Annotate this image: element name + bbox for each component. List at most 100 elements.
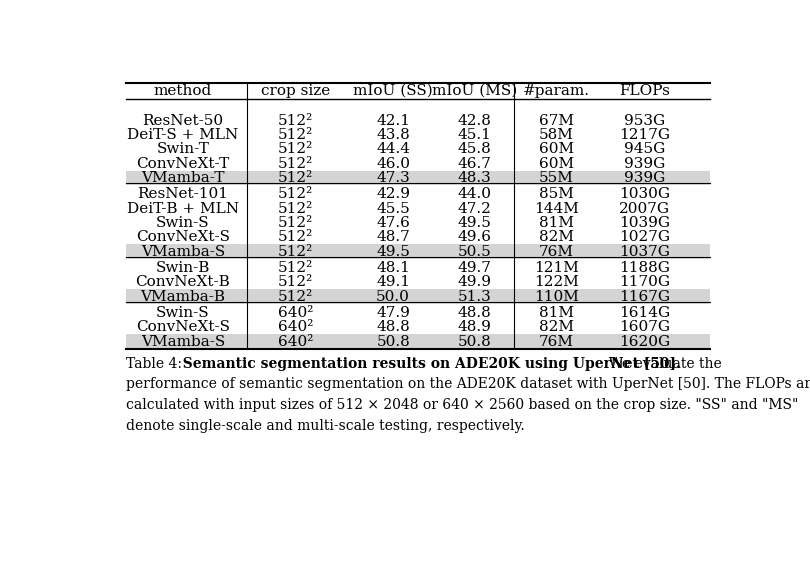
Text: 512²: 512² [278,128,313,142]
Bar [126,171,710,185]
Text: 512²: 512² [278,188,313,201]
Text: 85M: 85M [539,188,573,201]
Text: VMamba-S: VMamba-S [141,244,225,259]
Text: 43.8: 43.8 [377,128,410,142]
Text: 110M: 110M [534,289,579,303]
Text: 45.5: 45.5 [377,202,410,216]
Text: 47.6: 47.6 [376,216,410,230]
Text: 48.3: 48.3 [458,171,492,185]
Text: ConvNeXt-T: ConvNeXt-T [136,157,229,171]
Text: 512²: 512² [278,202,313,216]
Text: #param.: #param. [523,84,590,98]
Text: 49.5: 49.5 [376,244,410,259]
Text: 50.8: 50.8 [458,334,492,348]
Text: Semantic segmentation results on ADE20K using UperNet [50].: Semantic segmentation results on ADE20K … [173,356,681,370]
Text: 45.1: 45.1 [458,128,492,142]
Text: 82M: 82M [539,230,573,244]
Text: 49.5: 49.5 [458,216,492,230]
Text: 1027G: 1027G [619,230,670,244]
Text: 945G: 945G [624,142,665,156]
Bar [126,289,710,303]
Text: 45.8: 45.8 [458,142,492,156]
Text: 640²: 640² [278,320,313,334]
Text: Swin-T: Swin-T [156,142,209,156]
Text: ConvNeXt-S: ConvNeXt-S [136,320,230,334]
Text: ResNet-50: ResNet-50 [143,114,224,128]
Text: 81M: 81M [539,306,573,320]
Text: 48.9: 48.9 [458,320,492,334]
Text: 49.6: 49.6 [458,230,492,244]
Text: performance of semantic segmentation on the ADE20K dataset with UperNet [50]. Th: performance of semantic segmentation on … [126,377,810,391]
Text: calculated with input sizes of 512 × 2048 or 640 × 2560 based on the crop size. : calculated with input sizes of 512 × 204… [126,398,799,412]
Bar [126,244,710,259]
Text: 1030G: 1030G [619,188,670,201]
Text: 51.3: 51.3 [458,289,492,303]
Text: 50.5: 50.5 [458,244,492,259]
Text: 46.7: 46.7 [458,157,492,171]
Text: Swin-S: Swin-S [156,306,210,320]
Text: 46.0: 46.0 [376,157,410,171]
Text: 1620G: 1620G [619,334,670,348]
Text: 47.9: 47.9 [376,306,410,320]
Text: 55M: 55M [539,171,573,185]
Text: 512²: 512² [278,142,313,156]
Text: 1167G: 1167G [619,289,670,303]
Text: 512²: 512² [278,171,313,185]
Text: DeiT-B + MLN: DeiT-B + MLN [127,202,239,216]
Text: 1037G: 1037G [619,244,670,259]
Text: 44.0: 44.0 [458,188,492,201]
Text: 42.9: 42.9 [376,188,410,201]
Text: 42.1: 42.1 [376,114,410,128]
Bar [126,334,710,349]
Text: Table 4:: Table 4: [126,356,182,370]
Text: 512²: 512² [278,157,313,171]
Text: 512²: 512² [278,216,313,230]
Text: crop size: crop size [262,84,330,98]
Text: 122M: 122M [534,275,579,289]
Text: mIoU (MS): mIoU (MS) [433,84,518,98]
Text: 640²: 640² [278,334,313,348]
Text: 953G: 953G [624,114,665,128]
Text: ConvNeXt-B: ConvNeXt-B [135,275,230,289]
Text: 67M: 67M [539,114,573,128]
Text: 512²: 512² [278,114,313,128]
Text: 121M: 121M [534,261,579,275]
Text: 2007G: 2007G [619,202,670,216]
Text: 44.4: 44.4 [376,142,410,156]
Text: 47.3: 47.3 [377,171,410,185]
Text: 1188G: 1188G [619,261,670,275]
Text: FLOPs: FLOPs [619,84,670,98]
Text: 939G: 939G [624,171,665,185]
Text: 640²: 640² [278,306,313,320]
Text: 1039G: 1039G [619,216,670,230]
Text: 49.7: 49.7 [458,261,492,275]
Text: 48.7: 48.7 [377,230,410,244]
Text: 82M: 82M [539,320,573,334]
Text: Swin-B: Swin-B [156,261,210,275]
Text: 512²: 512² [278,244,313,259]
Text: 76M: 76M [539,334,573,348]
Text: 81M: 81M [539,216,573,230]
Text: Swin-S: Swin-S [156,216,210,230]
Text: mIoU (SS): mIoU (SS) [353,84,433,98]
Text: 49.9: 49.9 [458,275,492,289]
Text: 144M: 144M [534,202,579,216]
Text: 48.8: 48.8 [458,306,492,320]
Text: 50.0: 50.0 [376,289,410,303]
Text: ResNet-101: ResNet-101 [138,188,228,201]
Text: 50.8: 50.8 [377,334,410,348]
Text: 42.8: 42.8 [458,114,492,128]
Text: 76M: 76M [539,244,573,259]
Text: denote single-scale and multi-scale testing, respectively.: denote single-scale and multi-scale test… [126,419,525,433]
Text: We evaluate the: We evaluate the [600,356,722,370]
Text: 58M: 58M [539,128,573,142]
Text: ConvNeXt-S: ConvNeXt-S [136,230,230,244]
Text: VMamba-B: VMamba-B [140,289,225,303]
Text: 49.1: 49.1 [376,275,410,289]
Text: 512²: 512² [278,230,313,244]
Text: method: method [154,84,212,98]
Text: 1170G: 1170G [619,275,670,289]
Text: 512²: 512² [278,289,313,303]
Text: 48.1: 48.1 [376,261,410,275]
Text: 1217G: 1217G [619,128,670,142]
